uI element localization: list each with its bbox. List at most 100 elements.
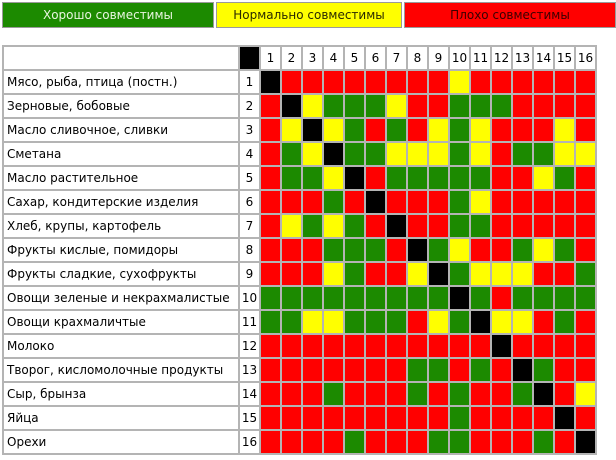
cell-bad — [492, 239, 511, 261]
cell-bad — [534, 407, 553, 429]
row-number: 1 — [240, 71, 259, 93]
cell-bad — [366, 71, 385, 93]
cell-normal — [513, 311, 532, 333]
cell-normal — [471, 143, 490, 165]
cell-good — [345, 287, 364, 309]
cell-normal — [429, 119, 448, 141]
table-row: Фрукты сладкие, сухофрукты 9 — [4, 263, 595, 285]
cell-bad — [555, 263, 574, 285]
row-number: 13 — [240, 359, 259, 381]
cell-bad — [450, 335, 469, 357]
cell-good — [576, 287, 595, 309]
cell-bad — [513, 215, 532, 237]
cell-normal — [492, 263, 511, 285]
cell-bad — [366, 335, 385, 357]
cell-bad — [513, 119, 532, 141]
cell-good — [555, 167, 574, 189]
cell-bad — [261, 359, 280, 381]
cell-bad — [387, 431, 406, 453]
corner-cell — [4, 47, 238, 69]
column-header-8: 8 — [408, 47, 427, 69]
cell-good — [450, 167, 469, 189]
cell-good — [387, 167, 406, 189]
row-number: 5 — [240, 167, 259, 189]
table-row: Молоко 12 — [4, 335, 595, 357]
cell-good — [408, 383, 427, 405]
cell-good — [261, 287, 280, 309]
cell-good — [450, 215, 469, 237]
cell-bad — [324, 335, 343, 357]
cell-good — [471, 167, 490, 189]
cell-normal — [324, 119, 343, 141]
cell-bad — [387, 335, 406, 357]
cell-normal — [303, 311, 322, 333]
cell-bad — [429, 407, 448, 429]
cell-normal — [324, 263, 343, 285]
cell-bad — [513, 335, 532, 357]
row-number: 12 — [240, 335, 259, 357]
cell-self — [408, 239, 427, 261]
cell-bad — [492, 143, 511, 165]
cell-normal — [387, 143, 406, 165]
cell-good — [429, 431, 448, 453]
cell-bad — [282, 383, 301, 405]
cell-good — [345, 239, 364, 261]
cell-bad — [576, 167, 595, 189]
cell-bad — [303, 407, 322, 429]
row-label: Фрукты сладкие, сухофрукты — [4, 263, 238, 285]
cell-bad — [576, 239, 595, 261]
legend-bad: Плохо совместимы — [404, 2, 616, 28]
row-number: 10 — [240, 287, 259, 309]
row-label: Мясо, рыба, птица (постн.) — [4, 71, 238, 93]
cell-bad — [492, 191, 511, 213]
cell-normal — [555, 143, 574, 165]
cell-self — [387, 215, 406, 237]
cell-bad — [324, 71, 343, 93]
cell-bad — [261, 431, 280, 453]
cell-bad — [282, 71, 301, 93]
row-label: Молоко — [4, 335, 238, 357]
legend-good: Хорошо совместимы — [2, 2, 214, 28]
cell-good — [282, 167, 301, 189]
row-number: 9 — [240, 263, 259, 285]
cell-bad — [366, 407, 385, 429]
cell-bad — [408, 335, 427, 357]
cell-bad — [576, 359, 595, 381]
cell-normal — [450, 239, 469, 261]
cell-bad — [576, 191, 595, 213]
cell-self — [345, 167, 364, 189]
cell-good — [429, 287, 448, 309]
cell-bad — [408, 71, 427, 93]
cell-bad — [261, 215, 280, 237]
legend-normal: Нормально совместимы — [216, 2, 402, 28]
cell-normal — [429, 311, 448, 333]
table-row: Масло растительное 5 — [4, 167, 595, 189]
cell-normal — [429, 143, 448, 165]
cell-bad — [261, 119, 280, 141]
table-row: Сахар, кондитерские изделия 6 — [4, 191, 595, 213]
cell-bad — [534, 95, 553, 117]
cell-bad — [492, 287, 511, 309]
cell-self — [282, 95, 301, 117]
header-black-cell — [240, 47, 259, 69]
cell-good — [429, 239, 448, 261]
cell-good — [513, 239, 532, 261]
column-header-4: 4 — [324, 47, 343, 69]
cell-bad — [366, 167, 385, 189]
cell-good — [282, 287, 301, 309]
cell-good — [471, 287, 490, 309]
row-number: 7 — [240, 215, 259, 237]
cell-bad — [366, 359, 385, 381]
cell-normal — [513, 263, 532, 285]
cell-normal — [324, 167, 343, 189]
cell-bad — [324, 407, 343, 429]
cell-normal — [534, 239, 553, 261]
cell-good — [408, 167, 427, 189]
cell-bad — [303, 335, 322, 357]
cell-bad — [303, 71, 322, 93]
cell-good — [450, 263, 469, 285]
cell-good — [366, 311, 385, 333]
cell-good — [303, 287, 322, 309]
cell-bad — [534, 263, 553, 285]
cell-normal — [282, 215, 301, 237]
